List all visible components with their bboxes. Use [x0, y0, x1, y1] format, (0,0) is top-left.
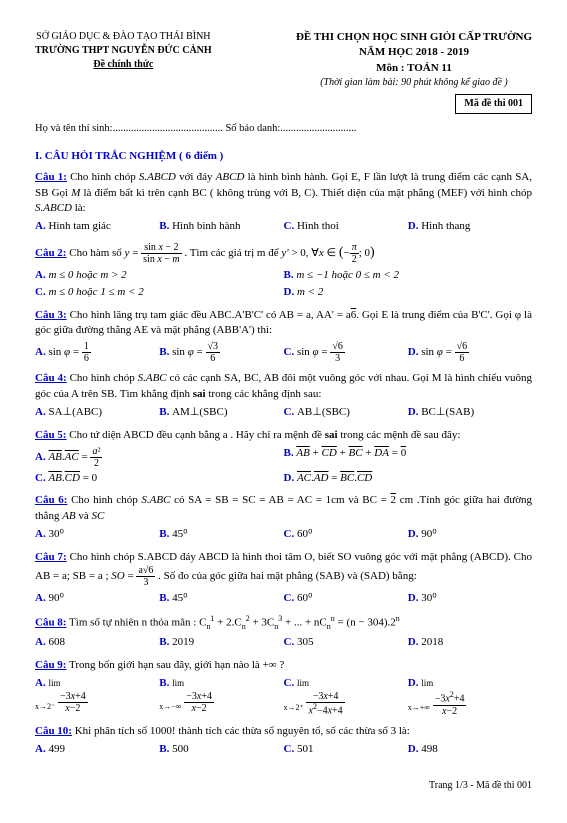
q6-options: A. 30⁰ B. 45⁰ C. 60⁰ D. 90⁰ — [35, 526, 532, 543]
header-right: ĐỀ THI CHỌN HỌC SINH GIỎI CẤP TRƯỜNG NĂM… — [296, 30, 532, 114]
q1-label: Câu 1: — [35, 171, 67, 183]
q8-label: Câu 8: — [35, 617, 66, 629]
official-line: Đề chính thức — [35, 58, 212, 72]
q7-options: A. 90⁰ B. 45⁰ C. 60⁰ D. 30⁰ — [35, 590, 532, 607]
q4-options: A. SA⊥(ABC) B. AM⊥(SBC) C. AB⊥(SBC) D. B… — [35, 404, 532, 421]
q6-label: Câu 6: — [35, 494, 67, 506]
q10-label: Câu 10: — [35, 725, 72, 737]
section-title: I. CÂU HỎI TRẮC NGHIỆM ( 6 điểm ) — [35, 149, 532, 164]
question-10: Câu 10: Khi phân tích số 1000! thành tíc… — [35, 724, 532, 739]
name-label: Họ và tên thí sinh: — [35, 123, 113, 134]
school-line: TRƯỜNG THPT NGUYỄN ĐỨC CẢNH — [35, 44, 212, 58]
question-3: Câu 3: Cho hình lăng trụ tam giác đều AB… — [35, 308, 532, 339]
header-left: SỞ GIÁO DỤC & ĐÀO TẠO THÁI BÌNH TRƯỜNG T… — [35, 30, 212, 114]
q7-label: Câu 7: — [35, 551, 67, 563]
exam-title2: NĂM HỌC 2018 - 2019 — [296, 45, 532, 60]
exam-title1: ĐỀ THI CHỌN HỌC SINH GIỎI CẤP TRƯỜNG — [296, 30, 532, 45]
q4-label: Câu 4: — [35, 372, 67, 384]
id-label: Số báo danh: — [225, 123, 280, 134]
q10-options: A. 499 B. 500 C. 501 D. 498 — [35, 741, 532, 758]
q2-options: A. m ≤ 0 hoặc m > 2 B. m ≤ −1 hoặc 0 ≤ m… — [35, 267, 532, 302]
page-footer: Trang 1/3 - Mã đề thi 001 — [35, 779, 532, 793]
q9-options: A. limx→2⁻ −3x+4x−2 B. limx→−∞ −3x+4x−2 … — [35, 675, 532, 718]
exam-duration: (Thời gian làm bài: 90 phút không kể gia… — [296, 76, 532, 90]
candidate-info: Họ và tên thí sinh:.....................… — [35, 122, 532, 137]
q2-label: Câu 2: — [35, 247, 66, 259]
question-5: Câu 5: Cho tứ diện ABCD đều cạnh bằng a … — [35, 428, 532, 443]
exam-code: Mã đề thi 001 — [455, 94, 532, 114]
q9-label: Câu 9: — [35, 659, 66, 671]
question-8: Câu 8: Tìm số tự nhiên n thỏa mãn : Cn1 … — [35, 613, 532, 632]
q8-options: A. 608 B. 2019 C. 305 D. 2018 — [35, 634, 532, 651]
q1-options: A. Hình tam giác B. Hình bình hành C. Hì… — [35, 218, 532, 235]
name-dots: ........................................… — [113, 123, 223, 134]
q5-label: Câu 5: — [35, 429, 66, 441]
question-1: Câu 1: Cho hình chóp S.ABCD với đáy ABCD… — [35, 170, 532, 216]
question-2: Câu 2: Cho hàm số y = sin x − 2sin x − m… — [35, 242, 532, 265]
question-9: Câu 9: Trong bốn giới hạn sau đây, giới … — [35, 658, 532, 673]
question-4: Câu 4: Cho hình chóp S.ABC có các cạnh S… — [35, 371, 532, 402]
id-dots: ............................. — [280, 123, 356, 134]
page-header: SỞ GIÁO DỤC & ĐÀO TẠO THÁI BÌNH TRƯỜNG T… — [35, 30, 532, 114]
exam-subject: Môn : TOÁN 11 — [296, 61, 532, 76]
q3-options: A. sin φ = 16 B. sin φ = √36 C. sin φ = … — [35, 340, 532, 365]
q5-options: A. AB.AC = a²2 B. AB + CD + BC + DA = 0 … — [35, 445, 532, 487]
dept-line: SỞ GIÁO DỤC & ĐÀO TẠO THÁI BÌNH — [35, 30, 212, 44]
q3-label: Câu 3: — [35, 309, 67, 321]
question-7: Câu 7: Cho hình chóp S.ABCD đáy ABCD là … — [35, 550, 532, 588]
question-6: Câu 6: Cho hình chóp S.ABC có SA = SB = … — [35, 493, 532, 524]
